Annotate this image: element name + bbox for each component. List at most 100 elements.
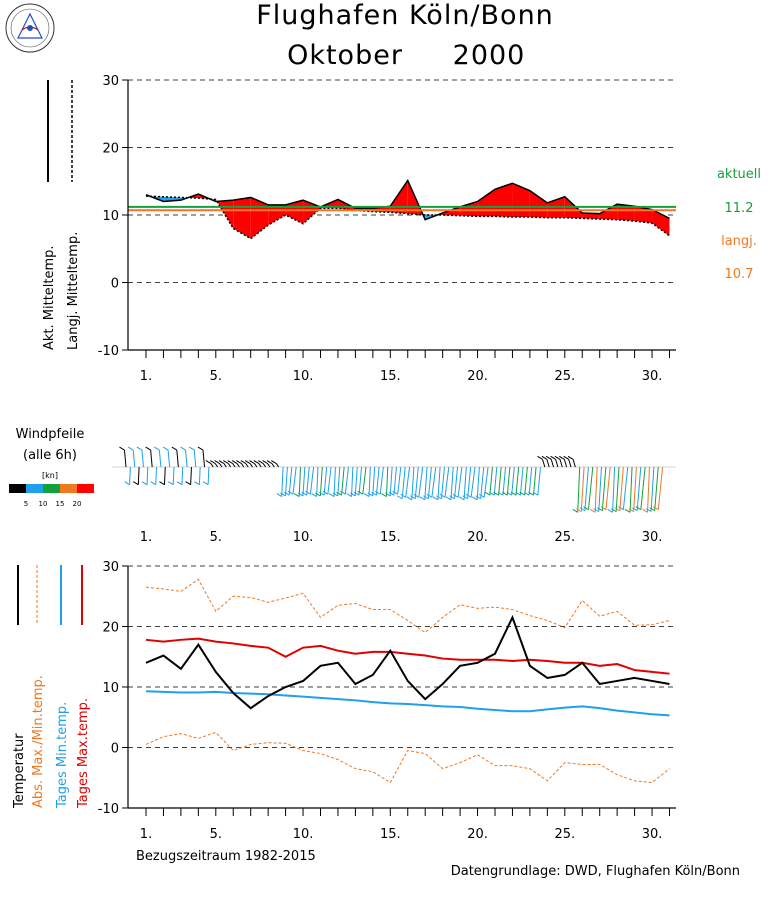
wind-arrow	[622, 466, 629, 510]
wind-barb	[180, 446, 186, 451]
wind-barb	[322, 490, 329, 495]
wind-barb	[502, 491, 508, 496]
wind-arrow	[271, 463, 275, 468]
wind-x-tick-label: 10.	[293, 530, 314, 545]
wind-arrow	[176, 450, 179, 468]
wind-arrow	[572, 459, 576, 468]
x-tick-label: 5.	[210, 369, 222, 384]
wind-barb	[607, 508, 613, 513]
wind-arrow	[470, 466, 476, 498]
wind-barb	[462, 495, 468, 500]
wind-barb	[400, 493, 406, 498]
wind-barb	[176, 481, 183, 486]
langj-label: langj.	[721, 234, 757, 249]
wind-arrow	[414, 466, 419, 499]
area-above-segment	[529, 190, 548, 218]
wind-arrow	[440, 466, 445, 499]
wind-arrow	[550, 459, 555, 468]
wind-barb	[271, 460, 277, 465]
wind-barb	[363, 493, 370, 497]
wind-arrow	[368, 466, 371, 497]
wind-barb	[210, 460, 216, 465]
wind-barb	[318, 491, 325, 496]
wind-barb	[392, 490, 398, 495]
wind-arrow	[306, 466, 310, 496]
wind-arrow	[155, 466, 158, 485]
wind-arrow	[537, 466, 541, 496]
wind-arrow	[267, 463, 271, 468]
wind-barb	[452, 493, 459, 498]
wind-scale-label: 15	[56, 500, 65, 508]
legend-longterm-label: Langj. Mitteltemp.	[66, 232, 81, 350]
wind-barb	[336, 491, 342, 496]
x-tick-label: 20.	[467, 369, 488, 384]
wind-scale: 5 10 15 20	[9, 484, 94, 508]
wind-barb	[311, 493, 317, 497]
wind-arrow	[424, 466, 428, 500]
wind-barb	[406, 496, 412, 501]
wind-barb	[583, 506, 589, 511]
wind-arrow	[605, 466, 611, 510]
wind-scale-swatch	[60, 484, 77, 493]
panel1-axes: -10 0 10 20 30 1. 5. 10. 15. 20. 25. 30.	[98, 74, 676, 384]
title-month: Oktober	[287, 40, 403, 71]
wind-barb	[315, 492, 321, 497]
wind-arrow	[298, 466, 301, 497]
wind-arrow	[498, 466, 502, 496]
wind-arrow	[302, 466, 306, 497]
wind-arrow	[379, 466, 384, 495]
wind-arrow	[515, 466, 520, 496]
wind-arrow	[372, 466, 376, 497]
wind-arrow	[323, 466, 328, 496]
wind-arrow	[612, 466, 616, 513]
wind-arrow	[327, 466, 332, 495]
wind-arrow	[601, 466, 607, 511]
wind-barb	[371, 491, 377, 496]
wind-arrow	[262, 463, 267, 468]
wind-barb	[458, 496, 465, 501]
y-tick-label: 0	[111, 277, 119, 292]
wind-barb	[167, 481, 174, 486]
wind-arrow	[437, 466, 441, 500]
wind-arrow	[619, 466, 624, 511]
wind-arrow	[411, 466, 415, 500]
wind-arrow	[563, 459, 568, 468]
y-tick-label: -10	[98, 802, 119, 817]
wind-arrow	[354, 466, 358, 497]
title-station: Flughafen Köln/Bonn	[256, 0, 554, 31]
wind-arrow	[427, 466, 432, 499]
wind-barb	[475, 495, 481, 500]
wind-barb	[332, 492, 339, 497]
x-tick-label: 1.	[140, 827, 152, 842]
wind-barb	[283, 491, 290, 496]
x-tick-label: 30.	[642, 369, 663, 384]
wind-arrow	[132, 450, 136, 468]
legend-actual-label: Akt. Mitteltemp.	[42, 245, 57, 350]
wind-barb	[631, 507, 638, 512]
wind-arrow	[654, 466, 659, 511]
wind-arrow	[198, 466, 201, 485]
wind-barb	[497, 491, 504, 496]
wind-barb	[426, 493, 433, 498]
panel-1: -10 0 10 20 30 1. 5. 10. 15. 20. 25. 30. Akt. Mitte…	[42, 74, 761, 384]
y-tick-label: 30	[102, 560, 119, 575]
wind-arrow	[137, 466, 140, 485]
wind-barb	[519, 491, 526, 496]
wind-arrow	[629, 466, 633, 513]
wind-arrow	[559, 459, 563, 468]
wind-barb	[374, 490, 381, 495]
wind-barb	[645, 508, 652, 513]
wind-barb	[214, 460, 220, 465]
wind-barb	[597, 507, 603, 512]
wind-barb	[353, 491, 360, 496]
wind-arrow	[450, 466, 454, 500]
wind-arrow	[219, 463, 223, 468]
wind-arrow	[362, 466, 367, 495]
wind-barb	[276, 493, 283, 497]
wind-arrow	[193, 450, 197, 468]
area-above-segment	[582, 212, 600, 220]
wind-barb	[194, 481, 200, 486]
wind-arrow	[319, 466, 323, 497]
wind-barb	[297, 492, 304, 497]
aktuell-value: 11.2	[725, 201, 754, 216]
